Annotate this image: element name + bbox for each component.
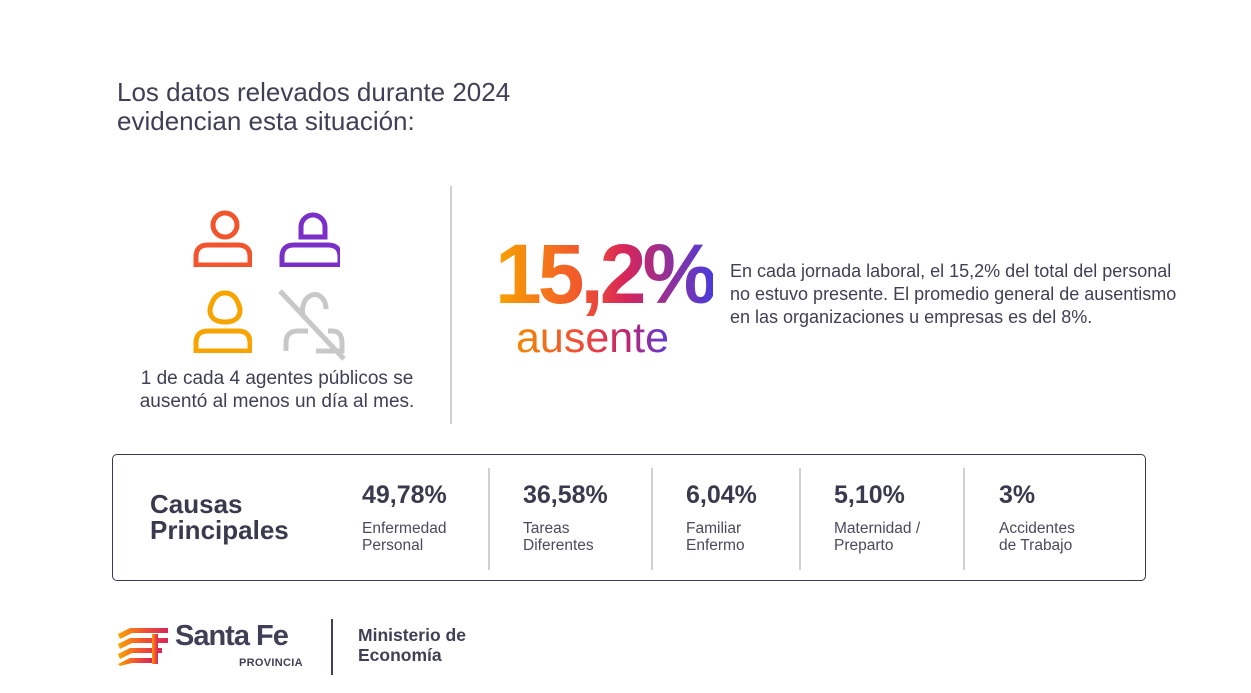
intro-heading: Los datos relevados durante 2024 evidenc… xyxy=(117,78,597,136)
cause-label: Enfermedad Personal xyxy=(362,520,482,554)
cause-percent: 5,10% xyxy=(834,481,905,509)
ministry-name: Ministerio de Economía xyxy=(358,625,508,665)
footer-divider xyxy=(331,619,333,675)
cause-label-line-2: Enfermo xyxy=(686,537,745,554)
cause-label-line-2: Diferentes xyxy=(523,537,594,554)
person-orange-icon xyxy=(193,290,252,353)
cause-divider xyxy=(799,468,801,570)
person-absent-icon xyxy=(278,289,346,361)
cause-item: 6,04% Familiar Enfermo xyxy=(686,480,806,554)
cause-percent: 6,04% xyxy=(686,481,757,509)
cause-label-line-2: Personal xyxy=(362,537,424,554)
cause-divider xyxy=(488,468,490,570)
causes-title: Causas Principales xyxy=(150,491,320,543)
cause-label: Maternidad / Preparto xyxy=(834,520,954,554)
cause-item: 3% Accidentes de Trabajo xyxy=(999,480,1119,554)
cause-item: 36,58% Tareas Diferentes xyxy=(523,480,643,554)
absence-percentage: 15,2% xyxy=(495,227,717,321)
person-red-icon xyxy=(193,210,252,267)
cause-label: Accidentes de Trabajo xyxy=(999,520,1119,554)
cause-percent: 3% xyxy=(999,481,1036,509)
cause-percent: 49,78% xyxy=(362,481,447,509)
cause-label-line-2: de Trabajo xyxy=(999,537,1073,554)
ministry-line-1: Ministerio de xyxy=(358,625,466,645)
caption-line-1: 1 de cada 4 agentes públicos se xyxy=(140,368,414,389)
vertical-divider xyxy=(450,186,452,424)
cause-label-line-1: Tareas xyxy=(523,520,570,537)
causes-title-line-2: Principales xyxy=(150,515,289,545)
cause-divider xyxy=(963,468,965,570)
brand-subtitle: PROVINCIA xyxy=(239,657,303,669)
intro-line-2: evidencian esta situación: xyxy=(117,106,415,136)
santa-fe-flag-logo-icon xyxy=(118,628,168,666)
person-purple-icon xyxy=(279,212,340,267)
cause-divider xyxy=(651,468,653,570)
cause-label-line-1: Accidentes xyxy=(999,520,1075,537)
cause-item: 5,10% Maternidad / Preparto xyxy=(834,480,954,554)
absence-description: En cada jornada laboral, el 15,2% del to… xyxy=(730,261,1177,327)
people-icons-group xyxy=(190,205,360,365)
cause-label: Tareas Diferentes xyxy=(523,520,643,554)
cause-item: 49,78% Enfermedad Personal xyxy=(362,480,482,554)
ministry-line-2: Economía xyxy=(358,645,442,665)
caption-line-2: ausentó al menos un día al mes. xyxy=(139,391,415,412)
cause-label-line-1: Enfermedad xyxy=(362,520,447,537)
absence-word: ausente xyxy=(516,314,670,362)
cause-label-line-2: Preparto xyxy=(834,537,894,554)
absence-stat-caption: 1 de cada 4 agentes públicos se ausentó … xyxy=(112,367,442,413)
brand-name: Santa Fe xyxy=(175,620,289,652)
causes-panel xyxy=(112,454,1146,581)
cause-label-line-1: Maternidad / xyxy=(834,520,921,537)
cause-label-line-1: Familiar xyxy=(686,520,742,537)
cause-percent: 36,58% xyxy=(523,481,608,509)
intro-line-1: Los datos relevados durante 2024 xyxy=(117,77,511,107)
causes-title-line-1: Causas xyxy=(150,489,243,519)
cause-label: Familiar Enfermo xyxy=(686,520,806,554)
